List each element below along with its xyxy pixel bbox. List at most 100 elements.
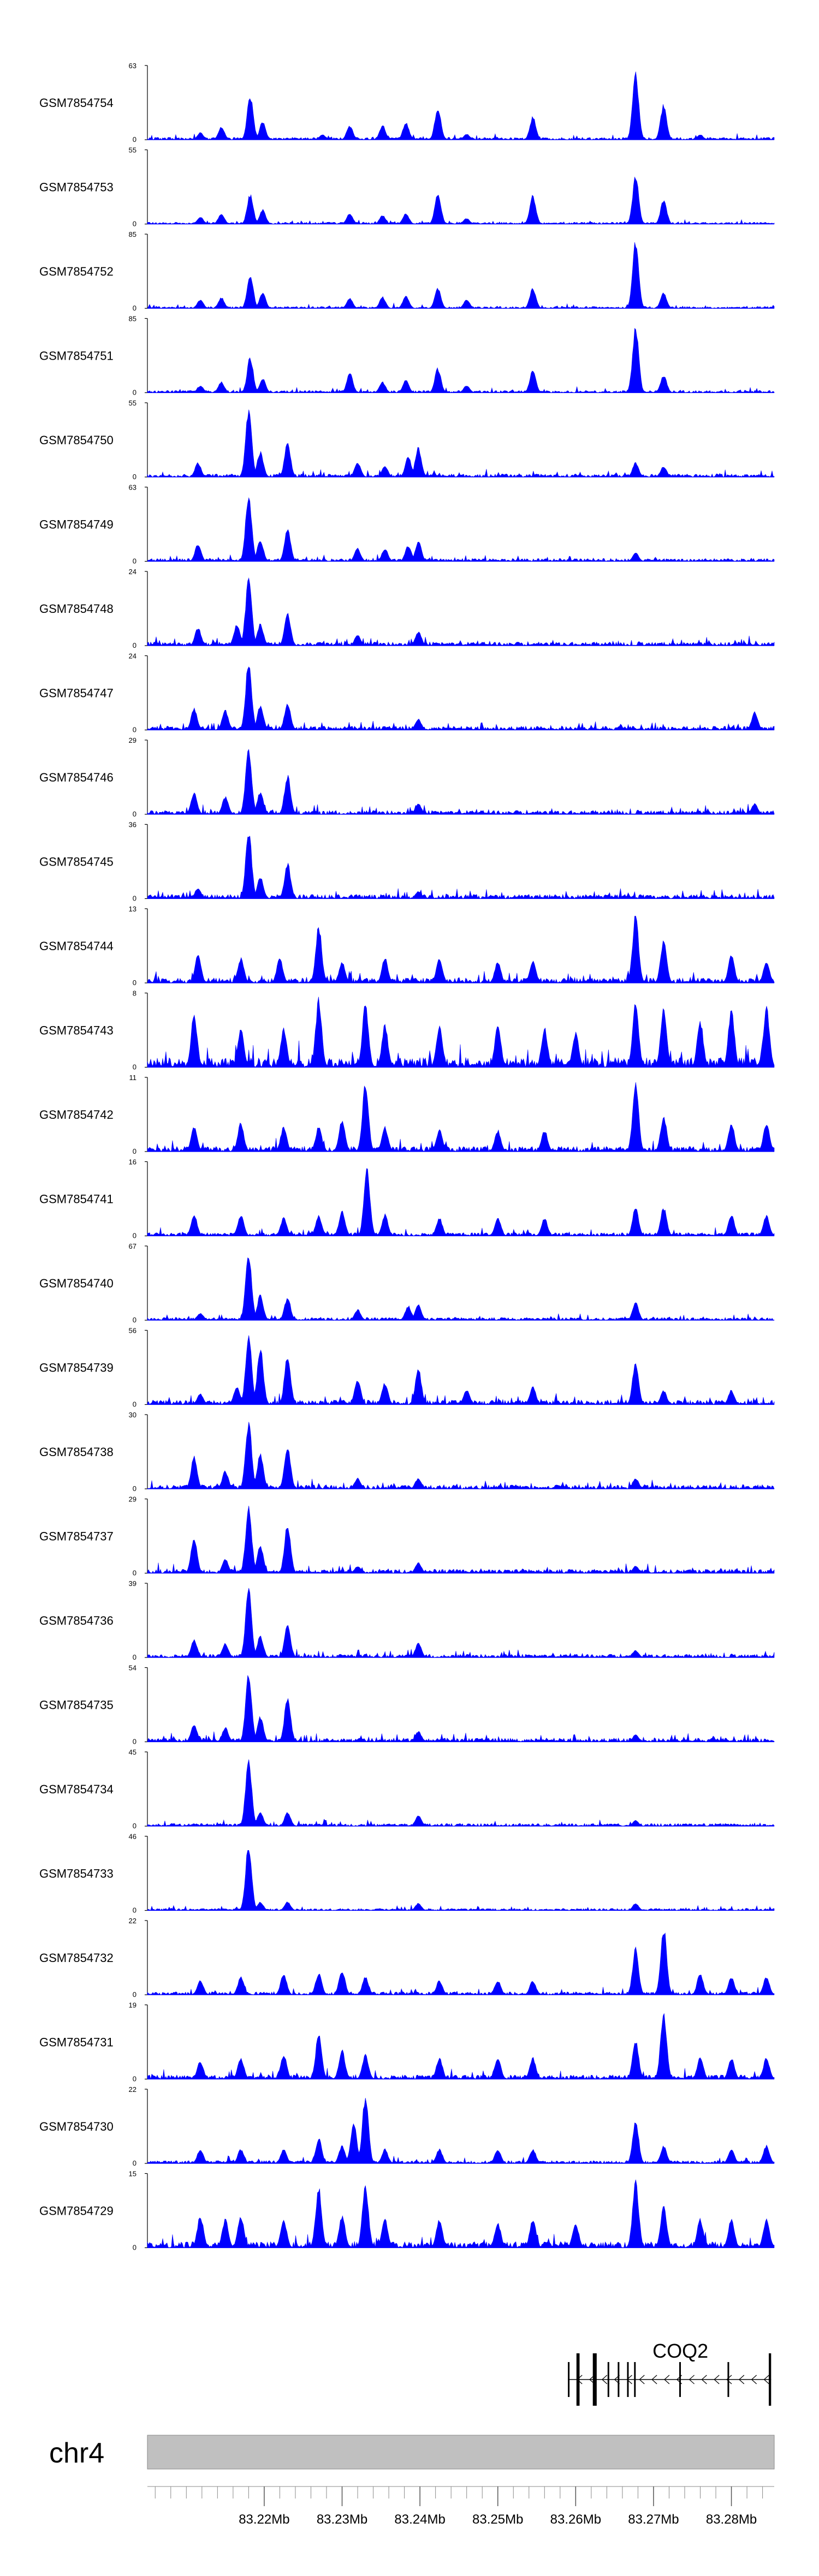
strand-arrow <box>651 2375 657 2384</box>
track-ymax-label: 24 <box>129 568 136 576</box>
track-signal-area <box>147 1082 775 1153</box>
track-ymax-label: 24 <box>129 652 136 660</box>
track-ymin-label: 0 <box>133 1232 136 1240</box>
track-label: GSM7854734 <box>39 1782 114 1796</box>
track-signal-area <box>147 328 775 393</box>
track-ymax-label: 63 <box>129 484 136 492</box>
axis-tick-label: 83.28Mb <box>706 2512 757 2527</box>
track-label: GSM7854730 <box>39 2120 114 2133</box>
track-gsm7854748: GSM7854748 24 0 <box>39 568 775 649</box>
gene-exon <box>634 2362 636 2397</box>
strand-arrow <box>639 2375 645 2384</box>
track-ymax-label: 39 <box>129 1579 136 1588</box>
track-ymax-label: 85 <box>129 230 136 238</box>
track-label: GSM7854733 <box>39 1867 114 1881</box>
track-ymin-label: 0 <box>133 220 136 228</box>
chromosome-ideogram <box>147 2435 775 2470</box>
track-signal-area <box>147 1335 775 1405</box>
track-ymax-label: 45 <box>129 1748 136 1756</box>
track-ymin-label: 0 <box>133 473 136 481</box>
track-label: GSM7854729 <box>39 2204 114 2218</box>
strand-arrow <box>664 2375 670 2384</box>
track-signal-area <box>147 409 775 478</box>
track-gsm7854737: GSM7854737 29 0 <box>39 1495 775 1577</box>
track-ymax-label: 54 <box>129 1664 136 1672</box>
track-ymin-label: 0 <box>133 1738 136 1746</box>
track-label: GSM7854753 <box>39 181 114 194</box>
track-signal-area <box>147 2097 775 2164</box>
track-label: GSM7854754 <box>39 96 114 110</box>
strand-arrow <box>714 2375 720 2384</box>
track-label: GSM7854731 <box>39 2036 114 2049</box>
track-label: GSM7854739 <box>39 1361 114 1375</box>
track-signal-area <box>147 1588 775 1658</box>
gene-exon <box>727 2362 729 2397</box>
strand-arrow <box>701 2375 707 2384</box>
track-signal-area <box>147 2013 775 2080</box>
track-ymax-label: 46 <box>129 1833 136 1841</box>
track-gsm7854729: GSM7854729 15 0 <box>39 2170 775 2252</box>
axis-tick-label: 83.22Mb <box>239 2512 289 2527</box>
track-ymax-label: 11 <box>129 1074 137 1082</box>
track-label: GSM7854749 <box>39 518 114 532</box>
track-gsm7854734: GSM7854734 45 0 <box>39 1748 775 1830</box>
track-signal-area <box>147 176 775 224</box>
track-ymin-label: 0 <box>133 135 136 144</box>
track-gsm7854730: GSM7854730 22 0 <box>39 2085 775 2167</box>
track-ymax-label: 55 <box>129 146 136 154</box>
signal-tracks: GSM7854754630GSM7854753550GSM7854752850G… <box>39 62 775 2252</box>
track-label: GSM7854738 <box>39 1445 114 1459</box>
track-gsm7854740: GSM7854740 67 0 <box>39 1242 775 1324</box>
track-ymin-label: 0 <box>133 895 136 903</box>
track-gsm7854736: GSM7854736 39 0 <box>39 1579 775 1661</box>
track-gsm7854747: GSM7854747 24 0 <box>39 652 775 734</box>
track-gsm7854735: GSM7854735 54 0 <box>39 1664 775 1746</box>
track-gsm7854732: GSM7854732 22 0 <box>39 1917 775 1999</box>
track-ymax-label: 55 <box>129 399 136 407</box>
track-ymax-label: 85 <box>129 315 136 323</box>
track-ymin-label: 0 <box>133 1316 136 1324</box>
axis-tick-label: 83.26Mb <box>550 2512 601 2527</box>
track-label: GSM7854750 <box>39 433 114 447</box>
track-ymin-label: 0 <box>133 1484 136 1493</box>
gene-exon <box>592 2353 597 2406</box>
track-label: GSM7854748 <box>39 602 114 616</box>
track-signal-area <box>147 71 775 140</box>
track-ymax-label: 8 <box>133 989 136 998</box>
gene-label: COQ2 <box>652 2340 708 2362</box>
track-signal-area <box>147 1422 775 1489</box>
track-signal-area <box>147 577 775 646</box>
track-signal-area <box>147 1850 775 1911</box>
track-signal-area <box>147 1933 775 1995</box>
track-ymin-label: 0 <box>133 726 136 734</box>
track-ymax-label: 56 <box>129 1327 136 1335</box>
track-gsm7854750: GSM7854750 55 0 <box>39 399 775 481</box>
track-gsm7854749: GSM7854749 63 0 <box>39 484 775 565</box>
track-ymin-label: 0 <box>133 979 136 987</box>
track-ymax-label: 63 <box>129 62 136 70</box>
track-signal-area <box>147 666 775 731</box>
strand-arrow <box>689 2375 695 2384</box>
gene-exon <box>769 2353 771 2406</box>
track-ymax-label: 22 <box>129 1917 136 1925</box>
track-ymin-label: 0 <box>133 2159 136 2167</box>
track-label: GSM7854747 <box>39 687 114 700</box>
track-ymax-label: 16 <box>129 1158 136 1166</box>
track-ymax-label: 30 <box>129 1411 136 1419</box>
track-ymax-label: 29 <box>129 736 136 744</box>
track-label: GSM7854746 <box>39 771 114 784</box>
track-label: GSM7854744 <box>39 939 114 953</box>
track-ymin-label: 0 <box>133 641 136 649</box>
track-gsm7854745: GSM7854745 36 0 <box>39 821 775 903</box>
track-signal-area <box>147 1506 775 1574</box>
track-signal-area <box>147 242 775 309</box>
track-gsm7854741: GSM7854741 16 0 <box>39 1158 775 1240</box>
track-ymax-label: 19 <box>129 2001 136 2009</box>
track-ymax-label: 15 <box>129 2170 136 2178</box>
track-label: GSM7854745 <box>39 855 114 869</box>
gene-exon <box>679 2362 681 2397</box>
track-gsm7854754: GSM7854754 63 0 <box>39 62 775 144</box>
track-signal-area <box>147 2179 775 2249</box>
gene-exon <box>618 2362 620 2397</box>
track-ymax-label: 22 <box>129 2085 136 2094</box>
